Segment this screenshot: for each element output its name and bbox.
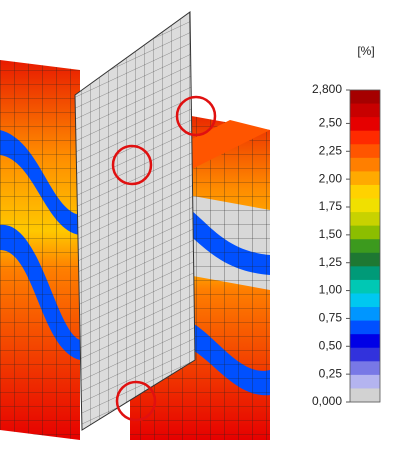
legend-band bbox=[350, 184, 380, 200]
legend-band bbox=[350, 252, 380, 267]
legend-tick-label: 0,50 bbox=[319, 338, 343, 352]
legend-band bbox=[350, 388, 380, 403]
model-view bbox=[0, 11, 270, 440]
legend-band bbox=[350, 157, 380, 172]
legend-tick-label: 0,000 bbox=[312, 394, 342, 408]
legend-band bbox=[350, 171, 380, 186]
legend-tick-label: 2,800 bbox=[312, 82, 342, 96]
legend-band bbox=[350, 117, 380, 132]
legend-tick-label: 2,50 bbox=[319, 116, 343, 130]
legend-tick-label: 1,75 bbox=[319, 199, 343, 213]
legend-tick-label: 2,25 bbox=[319, 143, 343, 157]
legend-band bbox=[350, 90, 380, 105]
legend-band bbox=[350, 198, 380, 213]
legend-band bbox=[350, 144, 380, 159]
legend-tick-label: 1,25 bbox=[319, 255, 343, 269]
legend-band bbox=[350, 130, 380, 145]
legend-band bbox=[350, 361, 380, 376]
legend-band bbox=[350, 307, 380, 322]
legend-tick-label: 1,50 bbox=[319, 227, 343, 241]
legend-band bbox=[350, 334, 380, 349]
legend-band bbox=[350, 212, 380, 227]
legend-tick-label: 2,00 bbox=[319, 171, 343, 185]
legend-tick-label: 0,75 bbox=[319, 311, 343, 325]
legend-band bbox=[350, 293, 380, 308]
legend-band bbox=[350, 239, 380, 254]
legend-band bbox=[350, 103, 380, 118]
legend-tick-label: 1,00 bbox=[319, 283, 343, 297]
legend-band bbox=[350, 266, 380, 281]
legend-band bbox=[350, 225, 380, 240]
legend-band bbox=[350, 320, 380, 335]
legend-band bbox=[350, 374, 380, 389]
legend-tick-label: 0,25 bbox=[319, 366, 343, 380]
legend-band bbox=[350, 279, 380, 294]
legend-unit: [%] bbox=[357, 44, 374, 58]
legend-frame bbox=[349, 89, 381, 403]
legend-band bbox=[350, 347, 380, 362]
